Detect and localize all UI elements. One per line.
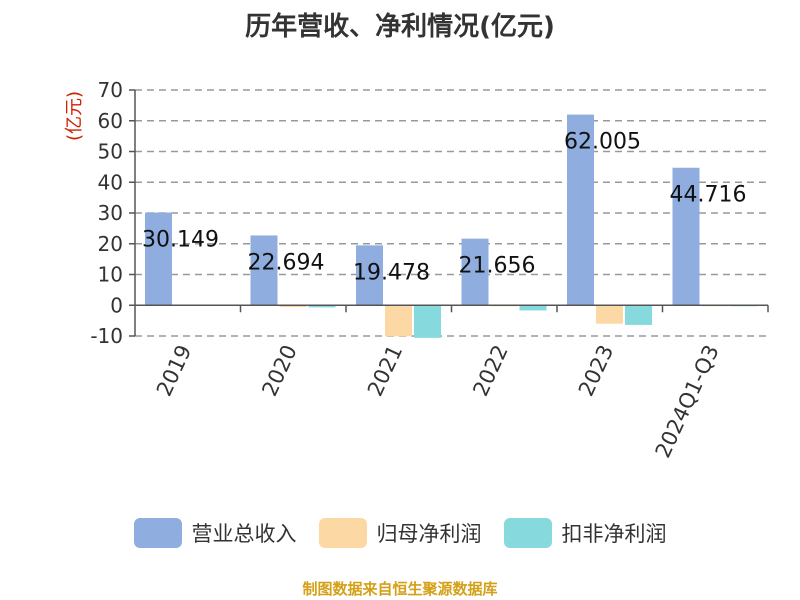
x-tick-label: 2024Q1-Q3 xyxy=(651,341,724,461)
x-tick-label: 2020 xyxy=(257,341,301,400)
y-tick-label: 0 xyxy=(110,293,123,317)
bar-2-2 xyxy=(414,305,441,338)
legend-item-0[interactable]: 营业总收入 xyxy=(133,518,297,548)
legend-item-1[interactable]: 归母净利润 xyxy=(318,518,482,548)
bar-1-1 xyxy=(279,305,307,308)
bar-2-1 xyxy=(308,305,336,308)
bar-2-3 xyxy=(519,305,547,311)
legend-label: 扣非净利润 xyxy=(561,522,667,546)
bar-0-5 xyxy=(672,167,700,306)
y-tick-label: 60 xyxy=(98,109,123,133)
y-tick-label: 20 xyxy=(98,232,123,256)
x-tick-label: 2019 xyxy=(152,341,196,400)
data-label: 30.149 xyxy=(142,228,219,253)
data-label: 22.694 xyxy=(248,250,325,275)
bar-0-0 xyxy=(145,212,172,306)
label-layer: 30.149 22.694 19.478 21.656 62.005 44.716 xyxy=(142,130,746,286)
bar-1-2 xyxy=(385,305,412,337)
data-label: 19.478 xyxy=(353,260,430,285)
y-tick-label: 10 xyxy=(98,263,123,287)
y-tick-label: 70 xyxy=(98,78,123,102)
data-label: 21.656 xyxy=(459,254,536,279)
grid-layer xyxy=(135,89,768,337)
bar-0-1 xyxy=(250,235,278,306)
y-tick-label: 50 xyxy=(98,140,123,164)
source-note: 制图数据来自恒生聚源数据库 xyxy=(302,580,498,598)
bar-2-4 xyxy=(625,305,652,325)
legend-item-2[interactable]: 扣非净利润 xyxy=(503,518,667,548)
y-tick-label: 40 xyxy=(98,170,123,194)
y-axis-title: (亿元) xyxy=(64,91,85,141)
bar-layer xyxy=(145,114,758,338)
x-tick-label: 2022 xyxy=(468,341,512,400)
x-tick-label: 2021 xyxy=(363,341,407,400)
x-tick-label: 2023 xyxy=(574,341,618,400)
chart-title: 历年营收、净利情况(亿元) xyxy=(245,12,555,42)
bar-0-4 xyxy=(567,114,594,306)
legend-swatch xyxy=(318,518,367,548)
legend-label: 营业总收入 xyxy=(191,522,297,546)
legend: 营业总收入 归母净利润 扣非净利润 xyxy=(0,518,800,548)
legend-swatch xyxy=(133,518,182,548)
legend-label: 归母净利润 xyxy=(376,522,482,546)
y-tick-label: 30 xyxy=(98,201,123,225)
bar-1-4 xyxy=(596,305,623,324)
y-tick-label: -10 xyxy=(90,324,123,348)
legend-swatch xyxy=(503,518,552,548)
data-label: 62.005 xyxy=(564,130,641,155)
bar-0-3 xyxy=(461,238,489,306)
bar-0-2 xyxy=(356,245,383,306)
data-label: 44.716 xyxy=(670,183,747,208)
